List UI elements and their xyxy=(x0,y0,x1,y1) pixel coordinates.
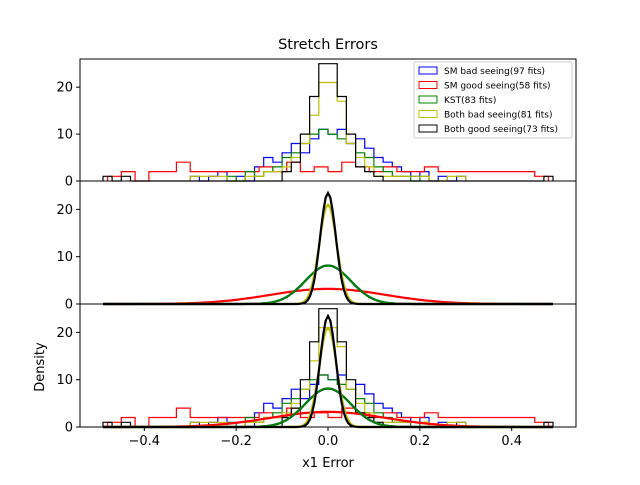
histogram-series-2 xyxy=(107,161,549,182)
y-tick-label: 0 xyxy=(65,298,73,313)
legend-swatch xyxy=(418,110,438,118)
y-tick-label: 20 xyxy=(56,203,73,218)
panel-1 xyxy=(102,63,554,182)
chart-title: Stretch Errors xyxy=(278,37,378,53)
x-tick-label: −0.4 xyxy=(129,434,161,449)
legend-label: Both good seeing(73 fits) xyxy=(444,125,558,135)
y-tick-label: 20 xyxy=(56,81,73,96)
y-tick-label: 0 xyxy=(65,421,73,436)
y-tick-label: 20 xyxy=(56,326,73,341)
legend-box xyxy=(413,61,573,139)
y-tick-label: 0 xyxy=(65,175,73,190)
x-tick-label: −0.2 xyxy=(220,434,252,449)
x-tick-label: 0.4 xyxy=(501,434,522,449)
x-tick-label: 0.2 xyxy=(410,434,431,449)
x-tick-label: 0.0 xyxy=(318,434,339,449)
legend-label: KST(83 fits) xyxy=(444,96,496,106)
legend-swatch xyxy=(418,81,438,89)
legend-swatch xyxy=(418,95,438,104)
legend-swatch xyxy=(418,66,438,75)
y-tick-label: 10 xyxy=(56,373,73,388)
y-tick-label: 10 xyxy=(56,250,73,265)
histogram-series-5 xyxy=(102,63,554,182)
histogram-series-4 xyxy=(189,81,467,182)
y-tick-label: 10 xyxy=(56,128,73,143)
x-axis-label: x1 Error xyxy=(302,456,354,471)
legend-label: SM bad seeing(97 fits) xyxy=(444,67,545,77)
legend-label: Both bad seeing(81 fits) xyxy=(444,111,552,121)
y-axis-label: Density xyxy=(33,342,48,392)
legend-swatch xyxy=(418,124,438,133)
legend-label: SM good seeing(58 fits) xyxy=(444,82,551,92)
